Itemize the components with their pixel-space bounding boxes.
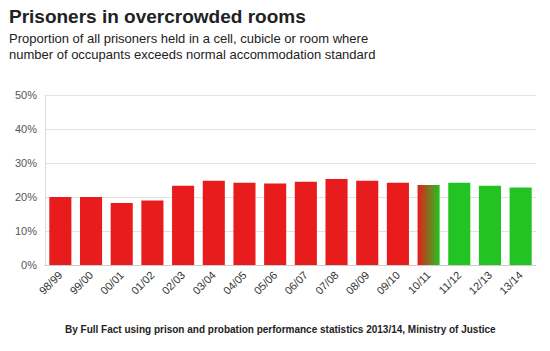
svg-text:04/05: 04/05 — [221, 269, 249, 297]
svg-text:10/11: 10/11 — [405, 269, 432, 296]
svg-text:20%: 20% — [15, 191, 37, 203]
svg-text:50%: 50% — [15, 89, 37, 101]
svg-text:10%: 10% — [15, 225, 37, 237]
svg-text:11/12: 11/12 — [436, 269, 463, 296]
svg-text:00/01: 00/01 — [98, 269, 126, 297]
svg-text:02/03: 02/03 — [159, 269, 187, 297]
svg-text:number of occupants exceeds no: number of occupants exceeds normal accom… — [9, 47, 375, 62]
svg-text:99/00: 99/00 — [67, 269, 95, 297]
svg-text:By Full Fact using prison and: By Full Fact using prison and probation … — [65, 324, 496, 335]
svg-text:03/04: 03/04 — [190, 269, 218, 297]
svg-text:Proportion of all prisoners he: Proportion of all prisoners held in a ce… — [9, 31, 368, 46]
svg-text:40%: 40% — [15, 123, 37, 135]
svg-text:12/13: 12/13 — [466, 269, 494, 297]
svg-text:01/02: 01/02 — [129, 269, 157, 297]
svg-text:Prisoners in overcrowded rooms: Prisoners in overcrowded rooms — [9, 6, 306, 27]
svg-text:07/08: 07/08 — [313, 269, 341, 297]
svg-text:13/14: 13/14 — [497, 269, 525, 297]
svg-text:98/99: 98/99 — [37, 269, 65, 297]
svg-text:09/10: 09/10 — [374, 269, 402, 297]
svg-text:30%: 30% — [15, 157, 37, 169]
svg-text:08/09: 08/09 — [344, 269, 372, 297]
svg-text:05/06: 05/06 — [251, 269, 279, 297]
svg-text:06/07: 06/07 — [282, 269, 310, 297]
svg-text:0%: 0% — [21, 259, 37, 271]
